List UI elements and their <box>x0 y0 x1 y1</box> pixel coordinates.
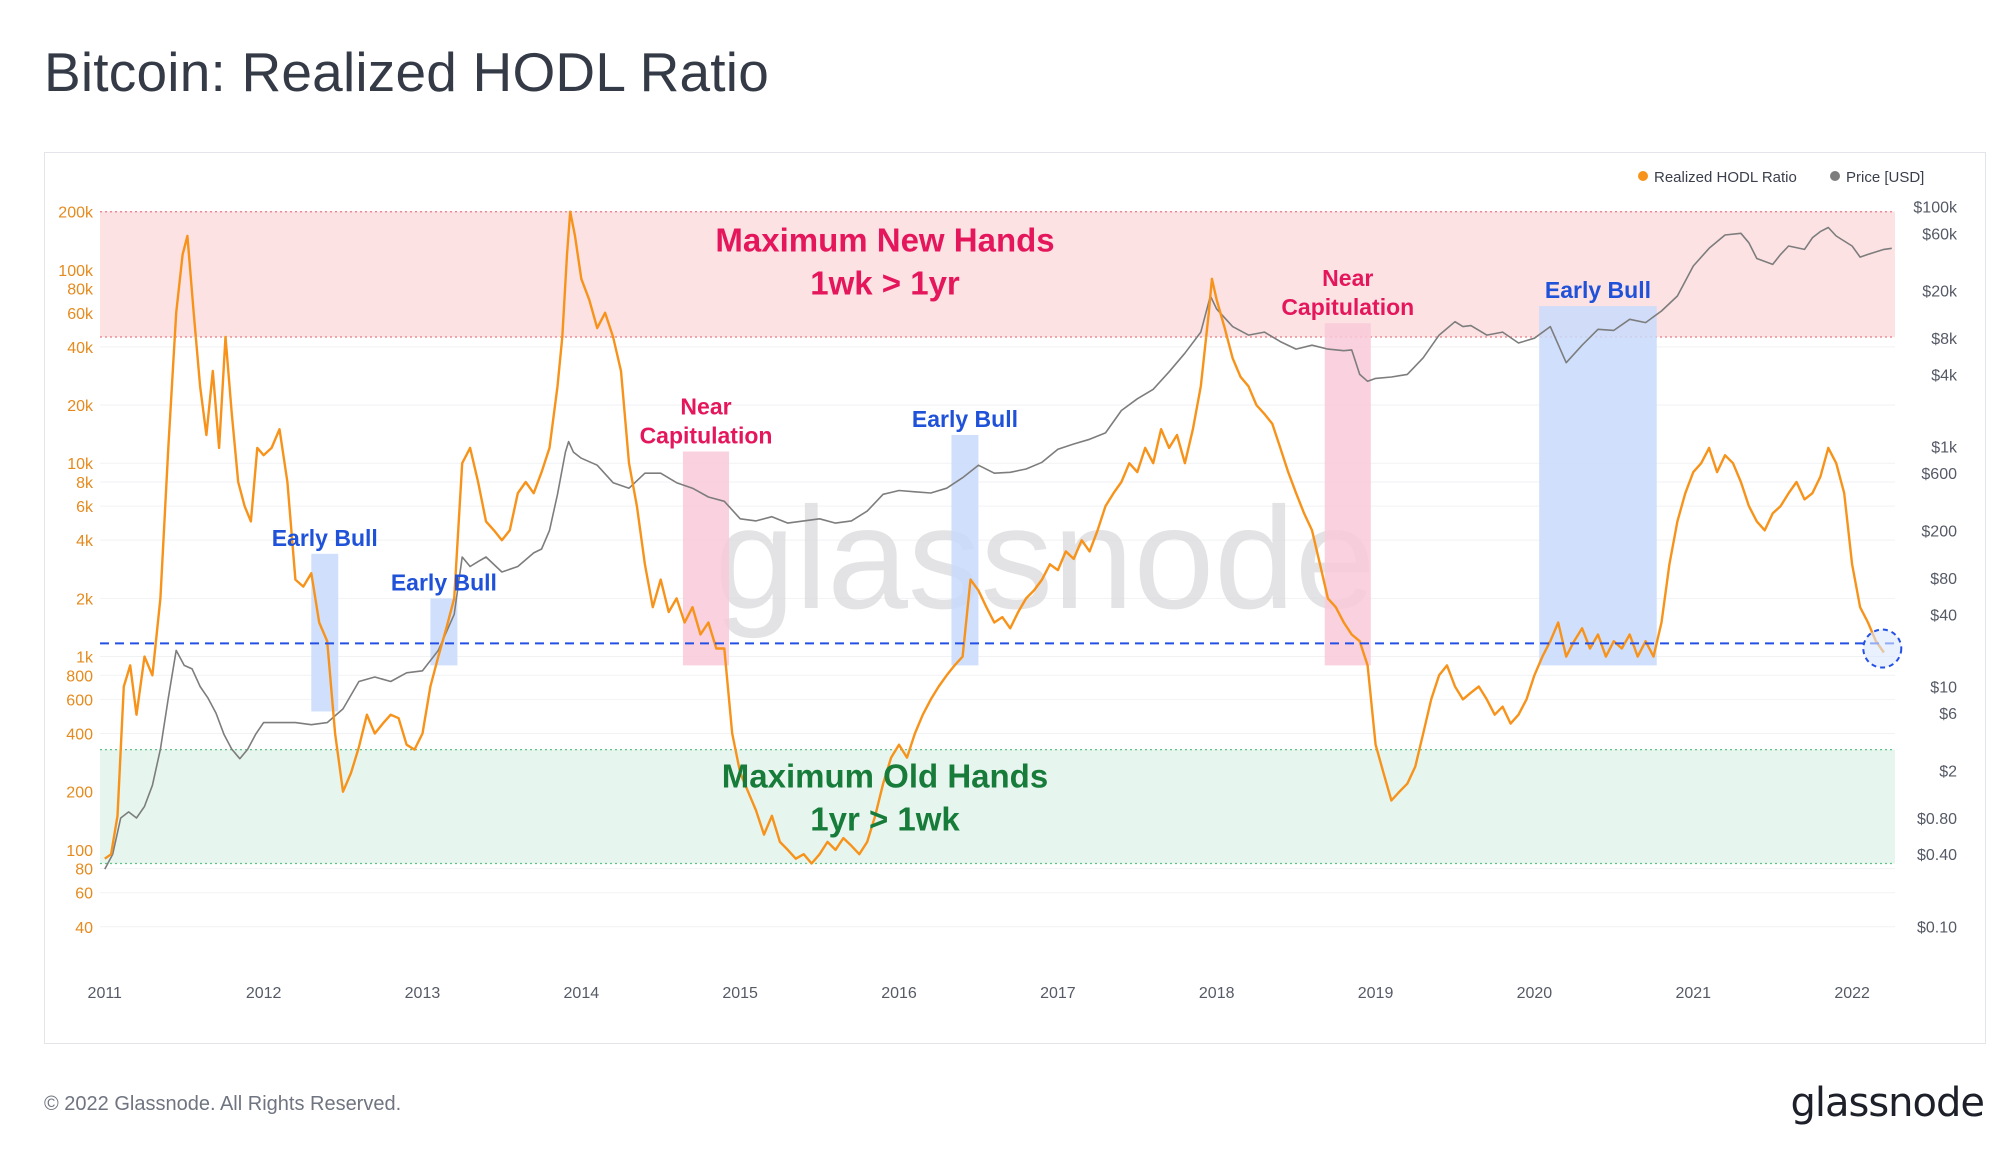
watermark-text: glassnode <box>714 477 1375 639</box>
price-line <box>104 226 1892 870</box>
right-axis-tick-label: $0.80 <box>1917 811 1957 828</box>
x-axis-tick-label: 2021 <box>1675 985 1711 1002</box>
left-axis-tick-label: 2k <box>76 591 94 608</box>
left-axis-tick-label: 20k <box>67 398 94 415</box>
page-title: Bitcoin: Realized HODL Ratio <box>44 41 769 103</box>
x-axis-tick-label: 2018 <box>1199 985 1235 1002</box>
x-axis-tick-label: 2014 <box>564 985 600 1002</box>
x-axis-tick-label: 2015 <box>722 985 758 1002</box>
left-axis-tick-label: 200 <box>66 785 93 802</box>
x-axis-tick-label: 2011 <box>88 985 123 1002</box>
x-axis-tick-label: 2019 <box>1358 985 1394 1002</box>
highlight-label: Early Bull <box>912 406 1018 432</box>
band-label: 1yr > 1wk <box>810 801 960 838</box>
right-axis-tick-label: $20k <box>1922 284 1958 301</box>
x-axis-tick-label: 2017 <box>1040 985 1076 1002</box>
legend-label[interactable]: Price [USD] <box>1846 169 1924 186</box>
right-axis-tick-label: $4k <box>1931 367 1958 384</box>
band-label: 1wk > 1yr <box>810 265 960 302</box>
right-axis-tick-label: $200 <box>1921 523 1957 540</box>
x-axis-tick-label: 2013 <box>405 985 441 1002</box>
highlight-label: Near <box>1322 265 1373 291</box>
right-axis-tick-label: $1k <box>1931 440 1958 457</box>
left-axis-tick-label: 4k <box>76 533 94 550</box>
left-axis-tick-label: 10k <box>67 456 94 473</box>
left-axis-tick-label: 6k <box>76 499 94 516</box>
highlight-label: Early Bull <box>272 525 378 551</box>
hodl-ratio-chart: glassnode Maximum New Hands 1wk > 1yr Maxim… <box>58 169 1958 1002</box>
highlight-box-3 <box>682 451 730 666</box>
right-axis-tick-label: $100k <box>1913 200 1958 217</box>
left-axis-tick-label: 1k <box>76 650 94 667</box>
right-axis-tick-label: $0.10 <box>1917 919 1957 936</box>
right-axis-tick-label: $2 <box>1939 763 1957 780</box>
band-label: Maximum Old Hands <box>722 758 1048 795</box>
copyright-text: © 2022 Glassnode. All Rights Reserved. <box>44 1093 402 1115</box>
left-axis-tick-label: 400 <box>66 726 93 743</box>
x-axis-tick-label: 2022 <box>1834 985 1870 1002</box>
legend-marker <box>1638 171 1648 181</box>
band-2 <box>100 749 1895 864</box>
left-axis-tick-label: 40k <box>67 340 94 357</box>
left-axis-tick-label: 60k <box>67 306 94 323</box>
highlight-label: Near <box>680 394 731 420</box>
x-axis-tick-label: 2016 <box>881 985 917 1002</box>
left-axis-tick-label: 8k <box>76 475 94 492</box>
right-axis-tick-label: $60k <box>1922 226 1958 243</box>
x-axis-tick-label: 2012 <box>246 985 282 1002</box>
right-axis-tick-label: $8k <box>1931 331 1958 348</box>
left-axis-tick-label: 200k <box>58 205 94 222</box>
left-axis-tick-label: 80 <box>75 862 93 879</box>
highlight-box-6 <box>1539 306 1657 666</box>
x-axis-tick-label: 2020 <box>1517 985 1553 1002</box>
highlight-label: Capitulation <box>640 423 773 449</box>
right-axis-tick-label: $10 <box>1930 679 1957 696</box>
left-axis-tick-label: 40 <box>75 920 93 937</box>
band-label: Maximum New Hands <box>715 222 1054 259</box>
highlight-label: Early Bull <box>391 569 497 595</box>
glassnode-logo[interactable]: glassnode <box>1790 1080 1985 1126</box>
right-axis-tick-label: $600 <box>1921 466 1957 483</box>
left-axis-tick-label: 60 <box>75 886 93 903</box>
highlight-box-5 <box>1324 323 1371 666</box>
legend-marker <box>1830 171 1840 181</box>
legend-label[interactable]: Realized HODL Ratio <box>1654 169 1797 186</box>
right-axis-tick-label: $40 <box>1930 607 1957 624</box>
chart-panel: glassnode Maximum New Hands 1wk > 1yr Maxim… <box>44 152 1986 1044</box>
right-axis-tick-label: $80 <box>1930 571 1957 588</box>
highlight-label: Early Bull <box>1545 277 1651 303</box>
left-axis-tick-label: 80k <box>67 282 94 299</box>
current-value-marker[interactable] <box>1862 628 1903 669</box>
left-axis-tick-label: 800 <box>66 668 93 685</box>
left-axis-tick-label: 100 <box>66 843 93 860</box>
right-axis-tick-label: $0.40 <box>1917 847 1957 864</box>
highlight-label: Capitulation <box>1281 294 1414 320</box>
left-axis-tick-label: 600 <box>66 692 93 709</box>
realized-hodl-ratio-line <box>104 210 1885 865</box>
right-axis-tick-label: $6 <box>1939 706 1957 723</box>
left-axis-tick-label: 100k <box>58 263 94 280</box>
